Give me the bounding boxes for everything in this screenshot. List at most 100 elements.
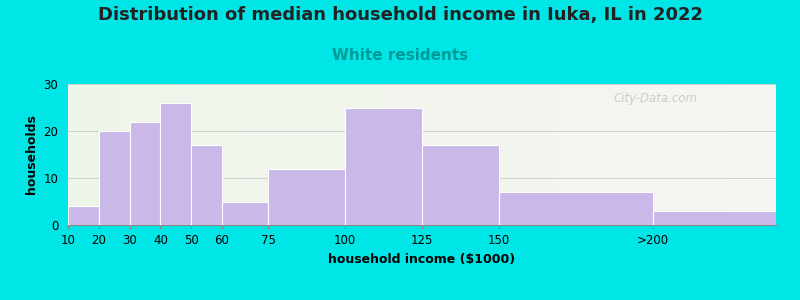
Bar bbox=[277, 84, 281, 225]
Bar bbox=[553, 84, 557, 225]
Bar bbox=[471, 84, 475, 225]
Bar bbox=[670, 84, 674, 225]
Bar bbox=[174, 84, 178, 225]
Bar bbox=[291, 84, 294, 225]
Bar bbox=[139, 84, 142, 225]
Bar bbox=[652, 84, 656, 225]
Bar bbox=[656, 84, 659, 225]
Bar bbox=[379, 84, 383, 225]
Bar bbox=[401, 84, 404, 225]
Bar bbox=[659, 84, 662, 225]
Bar bbox=[182, 84, 185, 225]
Bar bbox=[475, 84, 478, 225]
Bar bbox=[259, 84, 262, 225]
Bar bbox=[178, 84, 182, 225]
Bar bbox=[557, 84, 560, 225]
Bar bbox=[195, 84, 199, 225]
Bar bbox=[666, 84, 670, 225]
Bar bbox=[337, 84, 341, 225]
Bar bbox=[620, 84, 624, 225]
Bar bbox=[213, 84, 217, 225]
Bar bbox=[496, 84, 500, 225]
Bar bbox=[653, 211, 776, 225]
Bar bbox=[170, 84, 174, 225]
Bar bbox=[698, 84, 702, 225]
Bar bbox=[719, 84, 723, 225]
Bar bbox=[316, 84, 319, 225]
Bar bbox=[142, 84, 146, 225]
Bar bbox=[217, 84, 220, 225]
Bar bbox=[446, 84, 450, 225]
Bar bbox=[415, 84, 418, 225]
Bar bbox=[234, 84, 238, 225]
Bar bbox=[550, 84, 553, 225]
Text: Distribution of median household income in Iuka, IL in 2022: Distribution of median household income … bbox=[98, 6, 702, 24]
Bar bbox=[518, 84, 521, 225]
Bar bbox=[582, 84, 585, 225]
Bar bbox=[345, 107, 422, 225]
Bar bbox=[404, 84, 408, 225]
Bar bbox=[351, 84, 354, 225]
Bar bbox=[458, 84, 461, 225]
Bar bbox=[252, 84, 256, 225]
Bar bbox=[334, 84, 337, 225]
Bar bbox=[592, 84, 595, 225]
Bar bbox=[319, 84, 323, 225]
Bar bbox=[706, 84, 709, 225]
Bar bbox=[450, 84, 454, 225]
Bar bbox=[82, 84, 86, 225]
Bar bbox=[132, 84, 135, 225]
Bar bbox=[245, 84, 249, 225]
Bar bbox=[210, 84, 213, 225]
Bar bbox=[366, 84, 369, 225]
Bar bbox=[465, 84, 468, 225]
Bar bbox=[741, 84, 744, 225]
Bar bbox=[542, 84, 546, 225]
Bar bbox=[709, 84, 712, 225]
Bar bbox=[146, 84, 150, 225]
Bar bbox=[90, 84, 93, 225]
Bar bbox=[443, 84, 446, 225]
Bar bbox=[150, 84, 153, 225]
Bar bbox=[100, 84, 103, 225]
Bar bbox=[613, 84, 617, 225]
Bar bbox=[383, 84, 386, 225]
Bar bbox=[222, 202, 268, 225]
Bar bbox=[249, 84, 252, 225]
Bar bbox=[341, 84, 344, 225]
Bar bbox=[358, 84, 362, 225]
Bar bbox=[762, 84, 766, 225]
Bar bbox=[610, 84, 613, 225]
Bar bbox=[231, 84, 234, 225]
Bar bbox=[408, 84, 411, 225]
Bar bbox=[674, 84, 677, 225]
Bar bbox=[386, 84, 390, 225]
Bar bbox=[535, 84, 539, 225]
Bar bbox=[726, 84, 730, 225]
Bar bbox=[344, 84, 348, 225]
Bar bbox=[422, 145, 499, 225]
Bar bbox=[376, 84, 379, 225]
Bar bbox=[284, 84, 287, 225]
Bar bbox=[121, 84, 125, 225]
Bar bbox=[514, 84, 518, 225]
Bar bbox=[758, 84, 762, 225]
X-axis label: household income ($1000): household income ($1000) bbox=[329, 253, 515, 266]
Bar bbox=[98, 131, 130, 225]
Bar bbox=[114, 84, 118, 225]
Bar bbox=[294, 84, 298, 225]
Bar bbox=[298, 84, 302, 225]
Bar bbox=[769, 84, 773, 225]
Bar bbox=[192, 84, 195, 225]
Bar bbox=[539, 84, 542, 225]
Bar bbox=[528, 84, 532, 225]
Bar bbox=[737, 84, 741, 225]
Bar bbox=[411, 84, 415, 225]
Bar bbox=[499, 192, 653, 225]
Bar bbox=[160, 103, 191, 225]
Bar bbox=[266, 84, 270, 225]
Bar bbox=[125, 84, 128, 225]
Bar bbox=[748, 84, 751, 225]
Bar bbox=[398, 84, 401, 225]
Bar bbox=[468, 84, 471, 225]
